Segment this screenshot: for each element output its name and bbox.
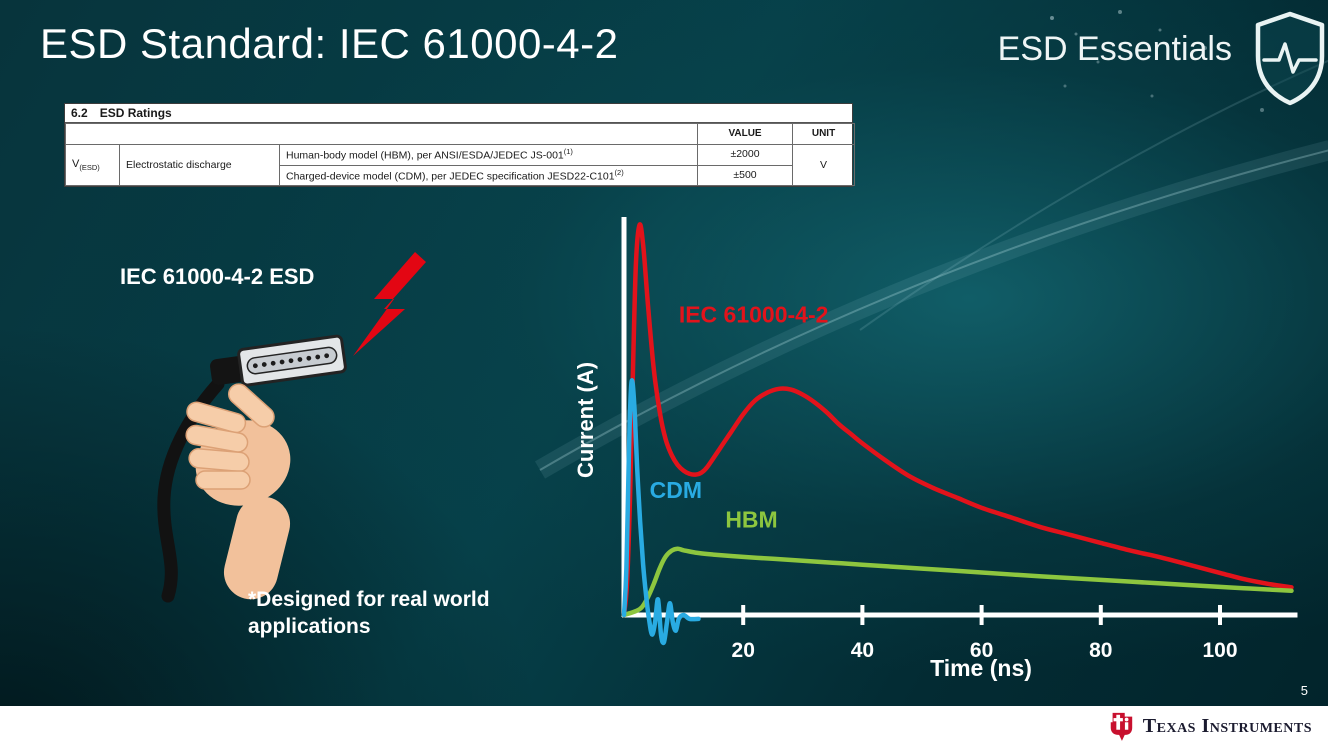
svg-text:20: 20 [732,639,755,662]
svg-text:HBM: HBM [725,506,777,532]
footnote-ref-1: (1) [563,147,573,156]
table-row-cdm: Charged-device model (CDM), per JEDEC sp… [66,164,855,187]
esd-ratings-table: 6.2 ESD Ratings VALUE UNIT V(ESD) Electro… [64,103,856,188]
cdm-description-cell: Charged-device model (CDM), per JEDEC sp… [278,164,699,187]
hand-shape [185,383,291,600]
iec-esd-caption: IEC 61000-4-2 ESD [120,264,315,289]
param-symbol: V [72,157,80,170]
svg-text:80: 80 [1089,639,1112,662]
param-name: Electrostatic discharge [119,143,280,187]
cdm-description: Charged-device model (CDM), per JEDEC sp… [286,170,615,183]
svg-text:100: 100 [1202,639,1237,662]
ti-brand-text: Texas Instruments [1142,714,1312,737]
svg-text:IEC 61000-4-2: IEC 61000-4-2 [679,302,829,328]
table-section-heading: 6.2 ESD Ratings [65,104,852,123]
y-axis-label: Current (A) [573,361,598,479]
shield-pulse-icon [1255,11,1325,106]
footnote-ref-2: (2) [614,167,624,177]
cdm-value: ±500 [697,164,794,187]
hdmi-connector-icon [210,334,347,387]
lightning-bolt-icon [353,252,426,356]
header-blank [64,123,699,145]
real-world-note: *Designed for real world applications [248,588,490,639]
table-row-hbm: V(ESD) Electrostatic discharge Human-bod… [65,143,856,187]
param-symbol-cell: V(ESD) [65,143,120,187]
section-number: 6.2 [71,106,88,120]
table-header-row: VALUE UNIT [64,123,856,145]
ti-logo-icon [1110,712,1132,741]
unit-value: V [792,143,856,187]
section-title: ESD Ratings [99,106,172,120]
svg-text:CDM: CDM [650,477,702,503]
slide-footer: Texas Instruments [0,706,1328,746]
page-title: ESD Standard: IEC 61000-4-2 [40,20,619,67]
series-title: ESD Essentials [997,30,1232,68]
value-column-header: VALUE [697,123,794,145]
esd-current-waveform-chart: 20 40 60 80 100 IEC 61000-4-2 HBM CDM [621,217,1298,662]
svg-text:60: 60 [970,639,993,662]
svg-text:40: 40 [851,639,874,662]
hbm-description-cell: Human-body model (HBM), per ANSI/ESDA/JE… [278,144,699,166]
param-subscript: (ESD) [79,163,100,173]
hbm-description: Human-body model (HBM), per ANSI/ESDA/JE… [286,149,564,162]
hand-connector-illustration [157,334,347,603]
page-number: 5 [1300,683,1308,698]
hbm-value: ±2000 [697,144,794,166]
ratings-grid: VALUE UNIT V(ESD) Electrostatic discharg… [64,123,856,187]
x-axis-label: Time (ns) [930,655,1032,681]
unit-column-header: UNIT [792,123,856,145]
